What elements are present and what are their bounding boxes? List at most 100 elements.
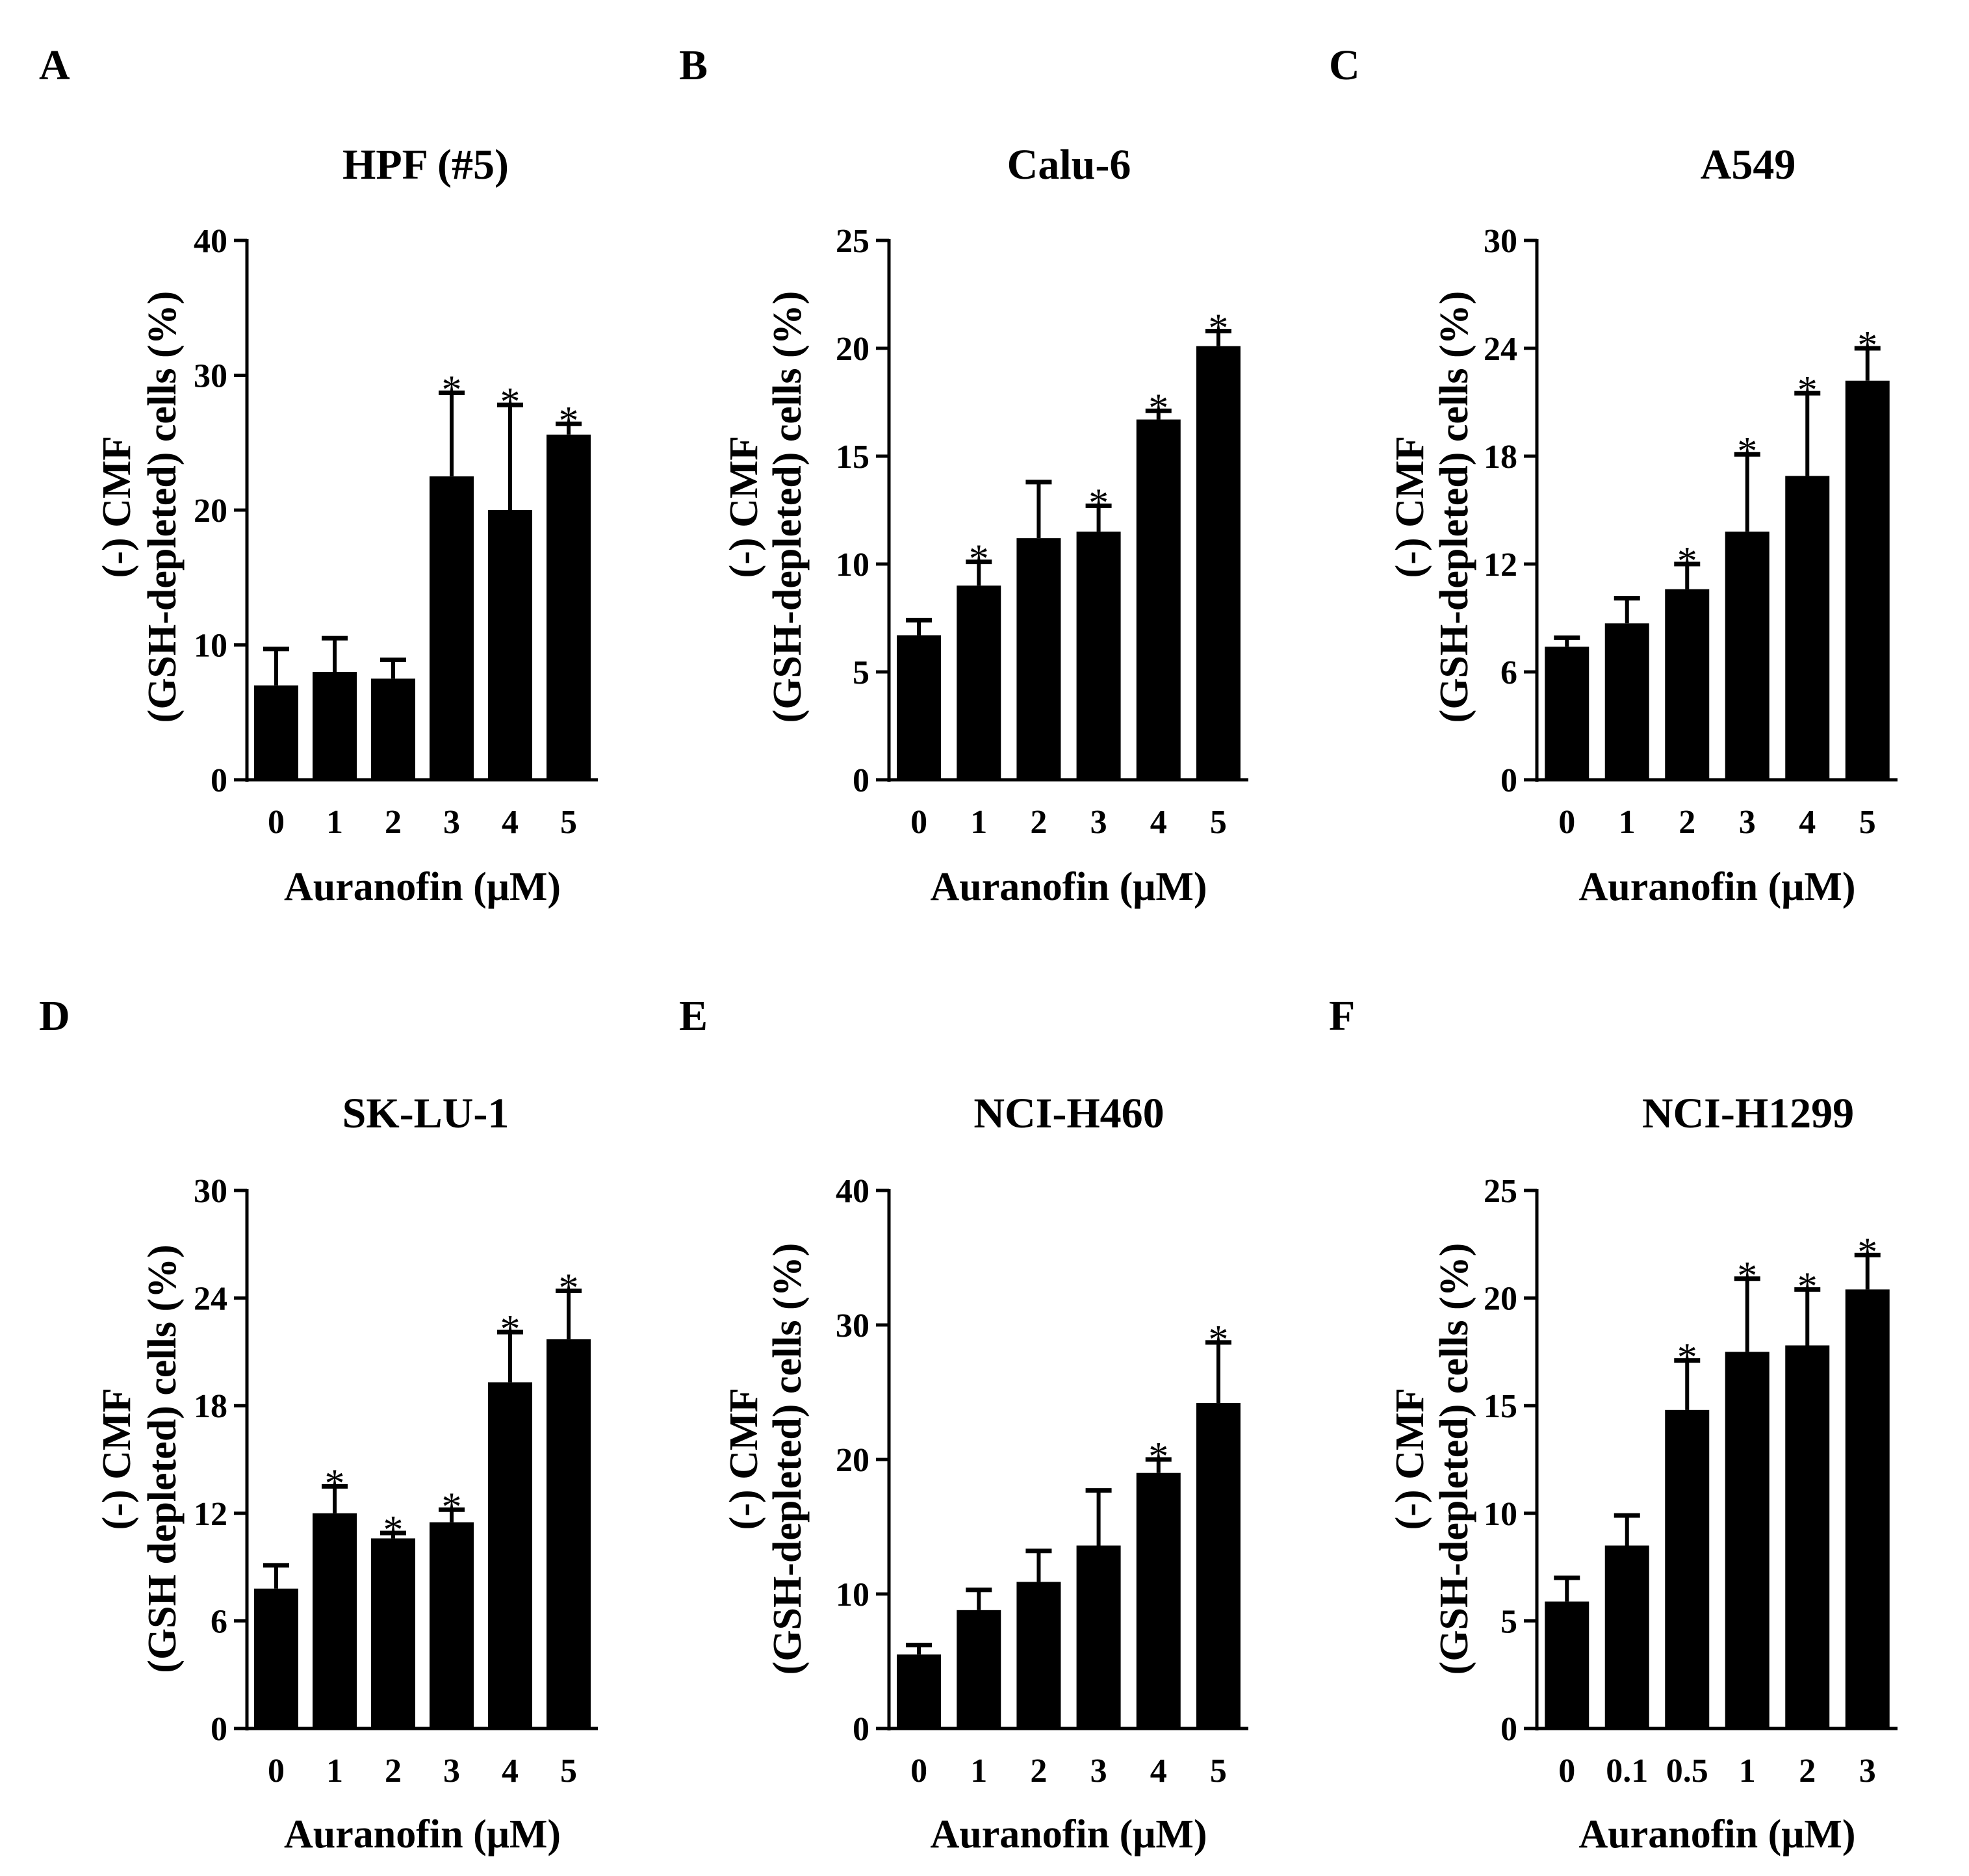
chart-panel-d: D SK-LU-1 (-) CMF (GSH depleted) cells (%) 0…	[39, 992, 598, 1857]
x-tick-label: 1	[970, 1753, 987, 1790]
x-tick-label: 5	[560, 1753, 577, 1790]
x-tick-label: 0.1	[1606, 1753, 1648, 1790]
x-tick-label: 4	[502, 1753, 519, 1790]
chart-title: Calu-6	[1007, 141, 1131, 188]
y-tick-label: 10	[1484, 1496, 1517, 1533]
y-axis-label-line: (GSH-depleted) cells (%)	[766, 1243, 810, 1675]
significance-marker: *	[325, 1461, 345, 1506]
x-tick-label: 3	[1090, 1753, 1107, 1790]
x-tick-label: 2	[385, 1753, 402, 1790]
y-tick-label: 20	[836, 331, 869, 368]
y-tick-label: 20	[836, 1442, 869, 1479]
y-tick-label: 12	[194, 1496, 227, 1533]
y-tick-label: 15	[836, 439, 869, 476]
y-tick-label: 30	[194, 1173, 227, 1210]
x-tick-label: 4	[1150, 804, 1167, 841]
significance-marker: *	[442, 368, 462, 412]
chart-title: A549	[1701, 141, 1796, 188]
y-tick-label: 12	[1484, 546, 1517, 584]
chart-title: NCI-H460	[973, 1090, 1164, 1137]
y-tick-label: 15	[1484, 1388, 1517, 1425]
x-tick-label: 4	[1799, 804, 1816, 841]
significance-marker: *	[1148, 1435, 1168, 1479]
bar	[488, 510, 532, 780]
y-tick-label: 10	[836, 1576, 869, 1613]
x-tick-label: 5	[1210, 804, 1227, 841]
y-axis-label-line: (-) CMF	[95, 436, 139, 578]
panel-letter: D	[39, 992, 70, 1040]
significance-marker: *	[1737, 430, 1757, 474]
y-axis-label-line: (-) CMF	[722, 1388, 766, 1530]
x-tick-label: 0	[1558, 1753, 1575, 1790]
y-axis-label-line: (GSH depleted) cells (%)	[140, 1244, 185, 1673]
x-tick-label: 3	[1859, 1753, 1876, 1790]
y-axis-label-line: (GSH-depleted) cells (%)	[140, 291, 185, 723]
significance-marker: *	[1677, 1336, 1697, 1380]
bar	[547, 434, 591, 780]
y-tick-label: 30	[1484, 223, 1517, 260]
bar	[313, 672, 357, 780]
y-tick-label: 18	[194, 1388, 227, 1425]
y-tick-label: 5	[853, 654, 869, 691]
significance-marker: *	[1857, 1230, 1877, 1274]
y-tick-label: 0	[853, 762, 869, 799]
x-tick-label: 0	[268, 804, 285, 841]
significance-marker: *	[969, 537, 989, 582]
x-tick-label: 3	[443, 1753, 460, 1790]
bar	[1076, 1545, 1121, 1728]
y-tick-label: 20	[194, 493, 227, 530]
bar	[1076, 532, 1121, 780]
x-tick-label: 3	[443, 804, 460, 841]
x-tick-label: 1	[1619, 804, 1636, 841]
bar	[1725, 1352, 1770, 1728]
bar	[1016, 1582, 1061, 1728]
bar	[1604, 623, 1649, 780]
panel-letter: B	[679, 42, 708, 89]
significance-marker: *	[1677, 539, 1697, 584]
bar	[371, 678, 415, 780]
panel-letter: C	[1329, 42, 1360, 89]
y-axis-label-line: (-) CMF	[95, 1388, 139, 1530]
y-tick-label: 0	[853, 1711, 869, 1748]
x-tick-label: 3	[1739, 804, 1756, 841]
significance-marker: *	[1088, 481, 1109, 525]
y-tick-label: 40	[194, 223, 227, 260]
x-axis-label: Auranofin (μM)	[930, 1812, 1207, 1857]
y-tick-label: 25	[1484, 1173, 1517, 1210]
y-tick-label: 10	[836, 546, 869, 584]
panel-letter: A	[39, 42, 70, 89]
y-tick-label: 40	[836, 1173, 869, 1210]
y-axis-label-line: (-) CMF	[1388, 436, 1432, 578]
bar	[254, 685, 298, 780]
x-tick-label: 4	[502, 804, 519, 841]
bar	[1665, 1409, 1710, 1728]
x-tick-label: 5	[560, 804, 577, 841]
y-tick-label: 24	[194, 1281, 227, 1318]
significance-marker: *	[559, 399, 579, 443]
significance-marker: *	[442, 1485, 462, 1529]
x-tick-label: 1	[1739, 1753, 1756, 1790]
panel-letter: E	[679, 992, 708, 1040]
y-tick-label: 0	[211, 762, 227, 799]
bar	[1196, 346, 1241, 780]
bar	[430, 476, 474, 780]
bar	[371, 1538, 415, 1728]
bar	[488, 1382, 532, 1728]
x-tick-label: 2	[1030, 1753, 1047, 1790]
y-axis-label-line: (GSH-depleted) cells (%)	[1432, 291, 1476, 723]
y-axis-label-line: (-) CMF	[1388, 1388, 1432, 1530]
bar	[1845, 380, 1890, 780]
x-tick-label: 0	[910, 804, 927, 841]
significance-marker: *	[1857, 324, 1877, 368]
y-tick-label: 5	[1500, 1603, 1517, 1640]
significance-marker: *	[1208, 1318, 1228, 1362]
bar	[254, 1588, 298, 1728]
chart-title: HPF (#5)	[342, 141, 509, 188]
x-tick-label: 1	[326, 804, 343, 841]
chart-panel-e: E NCI-H460 (-) CMF (GSH-depleted) cells (%)…	[679, 992, 1248, 1857]
y-tick-label: 30	[194, 358, 227, 395]
significance-marker: *	[1797, 1265, 1818, 1309]
bar	[547, 1339, 591, 1728]
bar	[897, 1654, 942, 1728]
